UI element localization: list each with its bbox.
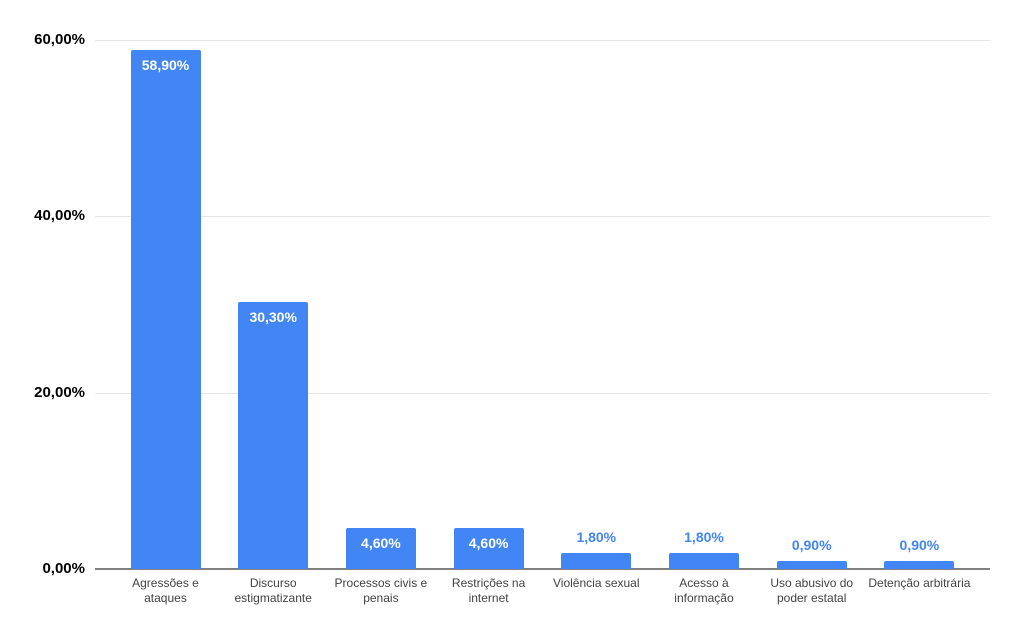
y-axis-tick-label: 20,00%	[34, 383, 85, 401]
y-axis-tick-label: 40,00%	[34, 207, 85, 225]
bar	[669, 553, 739, 569]
gridline	[95, 40, 990, 41]
bar	[130, 49, 201, 569]
category-label: Restrições na internet	[451, 576, 526, 605]
bar	[561, 553, 632, 569]
category-label: Acesso à informação	[674, 576, 734, 605]
category-label: Processos civis e penais	[334, 576, 428, 605]
bar-value-label: 1,80%	[684, 529, 724, 546]
bar	[238, 301, 309, 569]
gridline	[95, 392, 990, 394]
x-axis-baseline	[95, 568, 990, 570]
category-label: Uso abusivo do poder estatal	[770, 576, 854, 605]
bar-value-label: 0,90%	[899, 537, 940, 554]
bar	[453, 528, 524, 569]
y-axis-tick-label: 0,00%	[42, 560, 85, 577]
category-label: Detenção arbitrária	[868, 576, 971, 590]
bar	[776, 561, 847, 569]
gridline	[95, 216, 990, 218]
y-axis-tick-label: 60,00%	[34, 31, 85, 48]
bar-value-label: 58,90%	[141, 56, 190, 73]
category-label: Discurso estigmatizante	[234, 576, 312, 605]
category-label: Violência sexual	[553, 576, 640, 590]
bar	[345, 528, 416, 569]
bar-value-label: 30,30%	[249, 308, 297, 325]
bar-value-label: 0,90%	[791, 537, 832, 554]
bar	[884, 561, 955, 569]
category-label: Agressões e ataques	[132, 576, 199, 605]
bar-value-label: 4,60%	[361, 535, 401, 552]
bar-value-label: 1,80%	[576, 529, 617, 546]
bar-value-label: 4,60%	[468, 535, 509, 552]
